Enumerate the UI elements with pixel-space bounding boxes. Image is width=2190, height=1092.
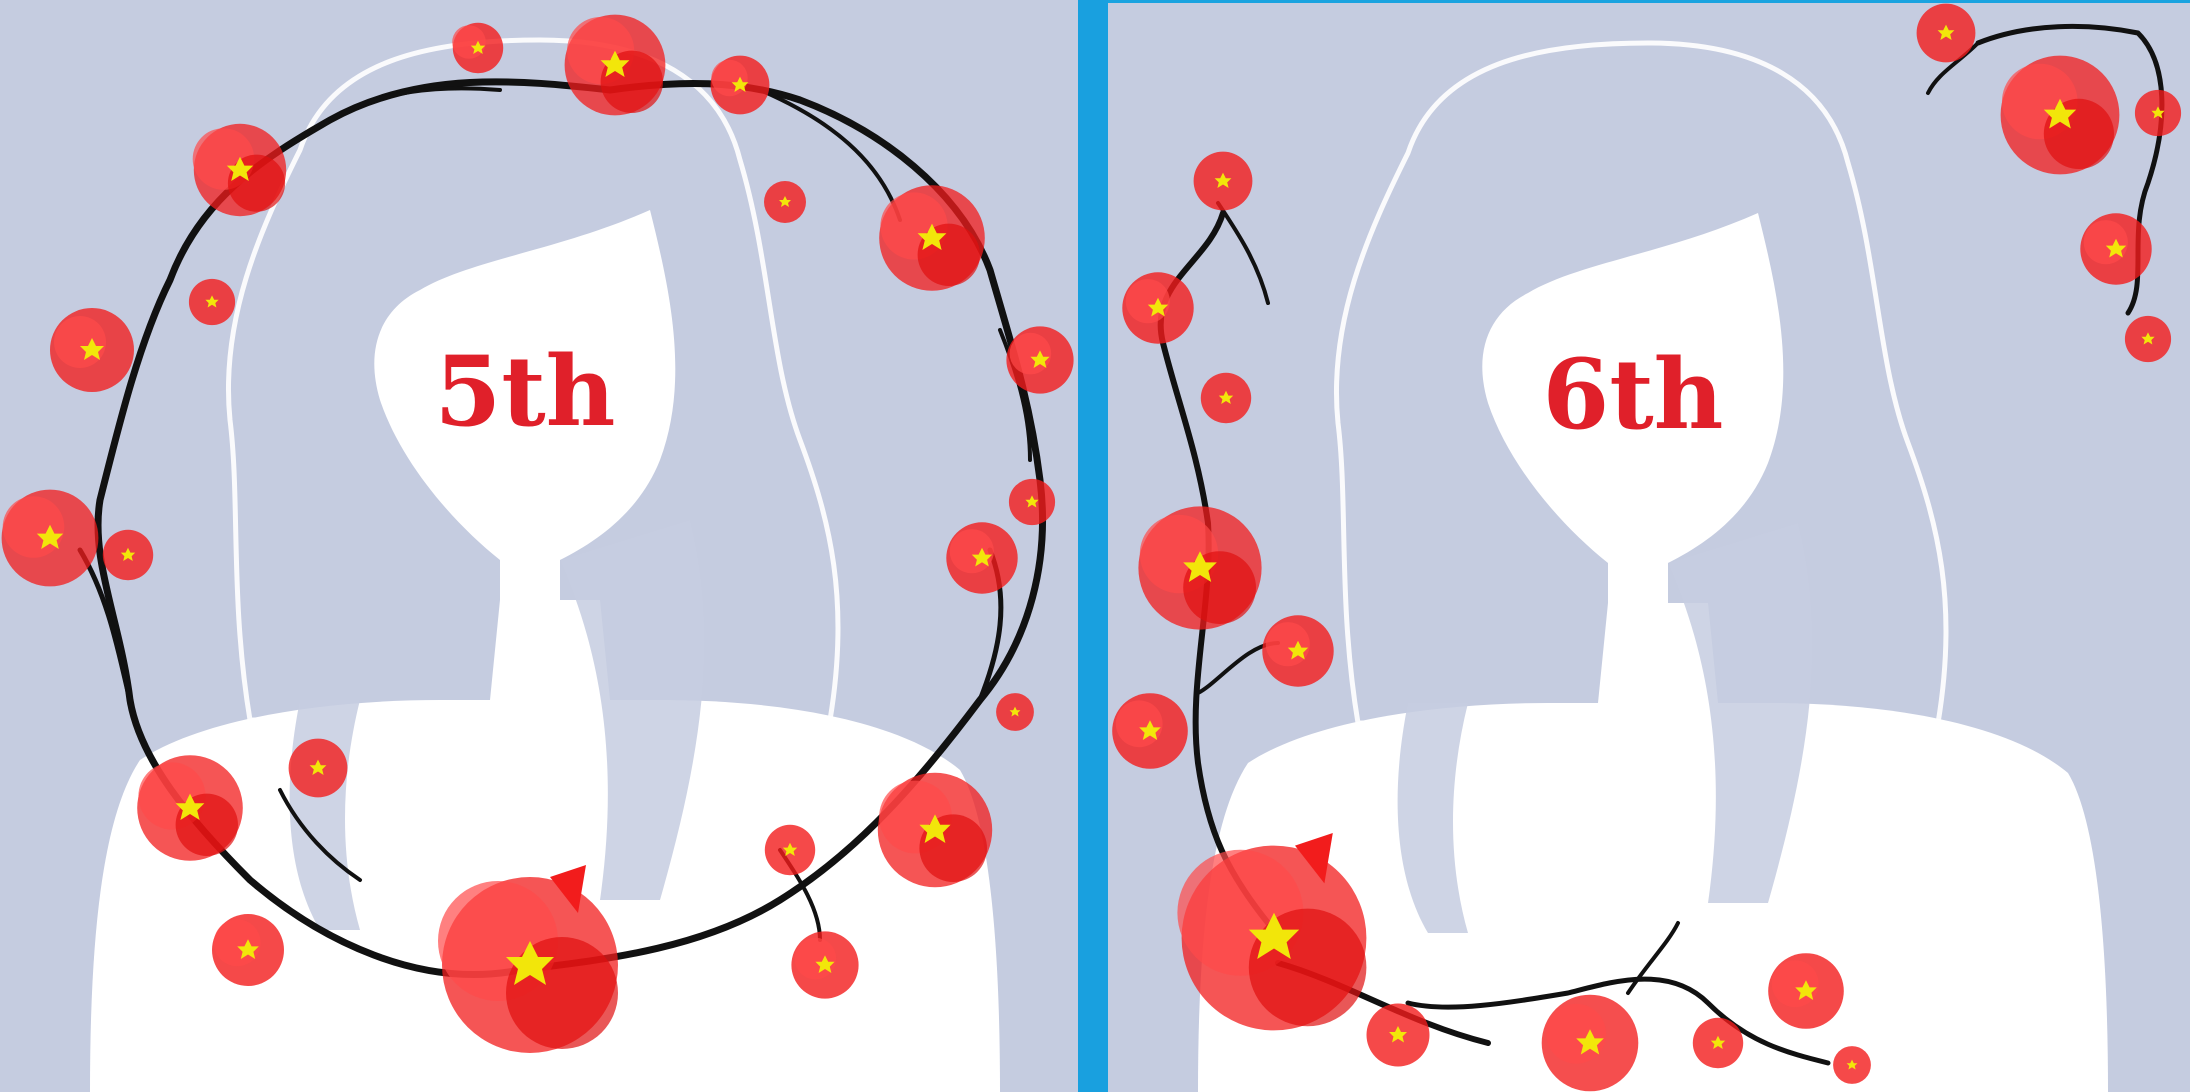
flower-icon xyxy=(1193,151,1253,211)
flower-icon xyxy=(764,181,806,223)
flower-icon xyxy=(188,278,236,326)
avatar-label: 6th xyxy=(1543,338,1724,451)
avatar-image-6th: 6th xyxy=(1112,3,2182,1092)
flower-icon xyxy=(1138,506,1262,630)
flower-icon xyxy=(1177,833,1367,1031)
flower-icon xyxy=(2124,315,2172,363)
red-flowers xyxy=(1112,3,2182,1092)
flower-icon xyxy=(2000,55,2120,175)
flower-icon xyxy=(1,489,99,587)
flower-icon xyxy=(877,772,993,888)
flower-icon xyxy=(2080,213,2152,285)
flower-icon xyxy=(764,824,816,876)
flower-icon xyxy=(1008,478,1056,526)
silhouette-person xyxy=(1198,40,2108,1092)
flower-icon xyxy=(212,914,284,986)
flower-icon xyxy=(452,22,504,74)
flower-icon xyxy=(996,693,1034,731)
flower-icon xyxy=(192,123,287,217)
flower-icon xyxy=(564,14,666,116)
flower-icon xyxy=(102,529,154,581)
flower-icon xyxy=(1262,615,1334,687)
flower-icon xyxy=(50,308,134,392)
flower-icon xyxy=(1541,994,1639,1092)
flower-icon xyxy=(710,55,770,115)
flower-icon xyxy=(1833,1046,1871,1084)
flower-icon xyxy=(438,865,618,1053)
panel-divider xyxy=(1078,0,1108,1092)
avatar-panel-5th: 5th xyxy=(0,0,1078,1092)
red-flowers xyxy=(1,14,1074,1053)
flower-icon xyxy=(137,755,243,861)
flower-icon xyxy=(791,931,859,999)
flower-icon xyxy=(879,185,985,291)
avatar-panel-6th: 6th xyxy=(1108,0,2190,1092)
flower-icon xyxy=(1122,272,1194,344)
flower-icon xyxy=(1200,372,1252,424)
flower-icon xyxy=(2134,89,2182,137)
flower-icon xyxy=(1692,1017,1744,1069)
flower-icon xyxy=(1768,953,1844,1029)
flower-icon xyxy=(946,522,1018,594)
avatar-image-5th: 5th xyxy=(1,14,1074,1092)
flower-icon xyxy=(1112,693,1188,769)
flower-icon xyxy=(1916,3,1976,63)
flower-icon xyxy=(1366,1003,1430,1067)
avatar-label: 5th xyxy=(435,335,616,448)
flower-icon xyxy=(288,738,348,798)
flower-icon xyxy=(1006,326,1074,394)
